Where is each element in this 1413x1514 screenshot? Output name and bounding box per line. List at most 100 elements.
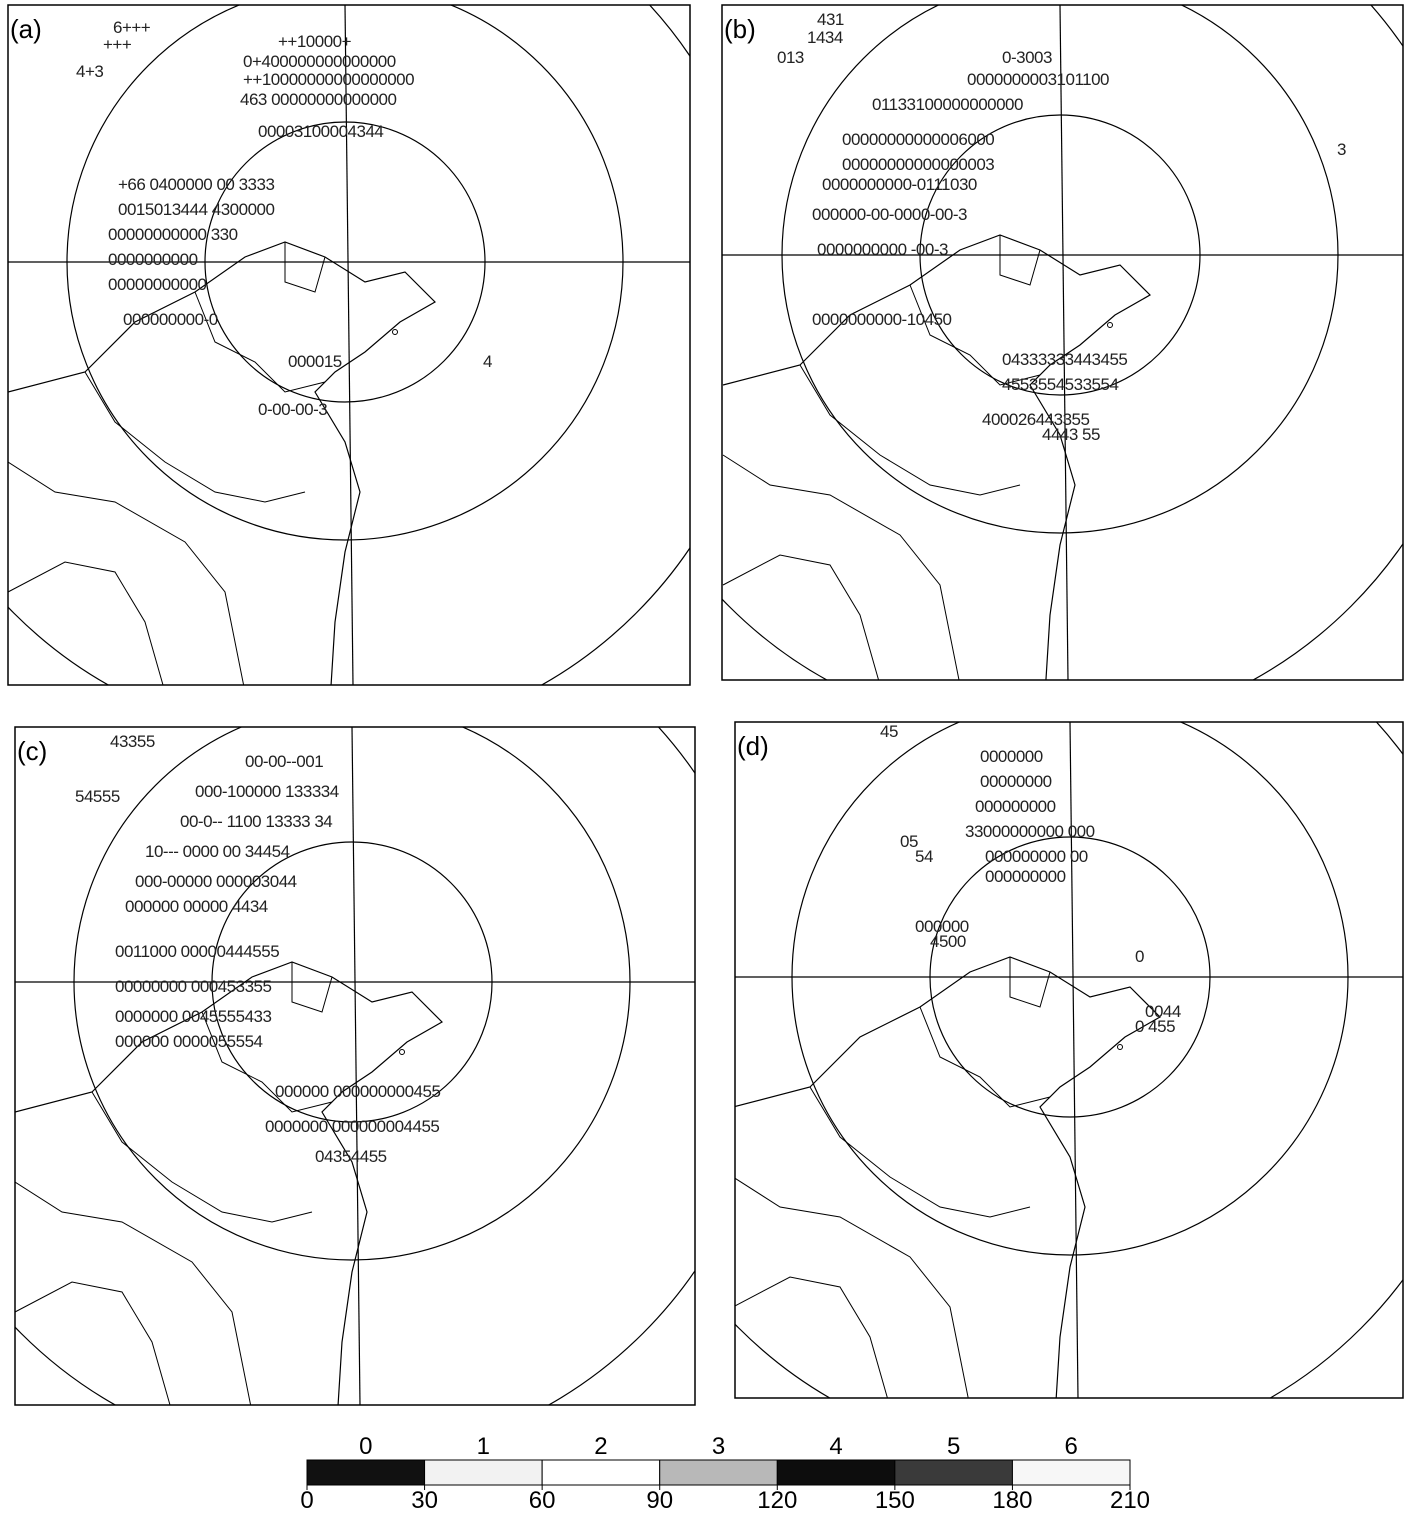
panel-frame (734, 721, 1404, 1399)
border (919, 1006, 1051, 1108)
border (15, 1281, 171, 1405)
border (799, 364, 1021, 496)
panel-label: (c) (17, 736, 47, 766)
radar-symbols: +++ (103, 35, 132, 54)
radar-symbols: 0000000003101100 (967, 70, 1109, 89)
colorbar-tick-label: 30 (411, 1487, 438, 1514)
coastline (15, 961, 443, 1405)
colorbar-band (659, 1459, 778, 1486)
border (735, 1177, 969, 1398)
colorbar-tick-label: 210 (1110, 1487, 1150, 1514)
radar-symbols: ++10000000000000000 (243, 70, 414, 89)
radar-symbols: 4443 55 (1042, 425, 1100, 444)
colorbar-class-label: 0 (359, 1433, 372, 1460)
radar-symbols: 0011000 00000444555 (115, 942, 279, 961)
colorbar-tick-label: 120 (757, 1487, 797, 1514)
colorbar-tick-label: 60 (529, 1487, 556, 1514)
colorbar-tick-label: 90 (646, 1487, 673, 1514)
border (15, 1181, 252, 1405)
border (8, 461, 245, 685)
radar-symbols: 0000000000-0111030 (822, 175, 977, 194)
crosshair (351, 727, 361, 1405)
range-ring (735, 722, 1403, 1398)
border (1009, 957, 1051, 1008)
radar-symbols: 4500 (930, 932, 966, 951)
radar-symbols: 000000000 00 (985, 847, 1088, 866)
radar-symbols: 0 455 (1135, 1017, 1175, 1036)
radar-symbols: 33000000000 000 (965, 822, 1095, 841)
island (1117, 1044, 1123, 1050)
border (809, 1086, 1031, 1218)
border (722, 554, 880, 680)
colorbar-band (306, 1459, 426, 1486)
radar-symbols: 43355 (110, 732, 155, 751)
panel-frame (14, 726, 696, 1406)
radar-symbols: 0015013444 4300000 (118, 200, 274, 219)
colorbar-band (1011, 1459, 1131, 1486)
crosshair (344, 5, 354, 685)
radar-symbols: 000000000-0 (123, 310, 218, 329)
radar-symbols: 00000000000006000 (842, 130, 994, 149)
colorbar-tick-label: 0 (300, 1487, 313, 1514)
radar-symbols: 00000000 000453355 (115, 977, 271, 996)
coastline (8, 241, 436, 685)
radar-symbols: 45 (880, 722, 898, 741)
border (201, 1011, 333, 1113)
panel-label: (b) (724, 14, 756, 44)
panel-label: (a) (10, 14, 42, 44)
radar-symbols: 00000000000 330 (108, 225, 238, 244)
radar-symbols: 0000000000-10450 (812, 310, 952, 329)
map-panel: 43355 54555 00-00--001 000-100000 133334 00-… (15, 727, 695, 1405)
radar-symbols: 4 (483, 352, 492, 371)
border (284, 242, 326, 293)
border (999, 235, 1041, 286)
radar-symbols: 0000000000 (108, 250, 198, 269)
radar-symbols: 4+3 (76, 62, 103, 81)
range-ring (929, 836, 1211, 1118)
radar-symbols: 000000 (915, 917, 969, 936)
border (722, 454, 960, 680)
radar-symbols: 000-00000 000003044 (135, 872, 297, 891)
radar-symbols: ++10000+ (278, 32, 352, 51)
radar-symbols: 0044 (1145, 1002, 1181, 1021)
radar-symbols: 000000 000000000455 (275, 1082, 440, 1101)
border (735, 1276, 888, 1398)
colorbar-tick-label: 150 (875, 1487, 915, 1514)
panel-frame (7, 4, 691, 686)
crosshair (1069, 722, 1079, 1398)
radar-symbols: 0-00-00-3 (258, 400, 327, 419)
radar-symbols: 0000000 000000004455 (265, 1117, 439, 1136)
colorbar-class-label: 6 (1065, 1433, 1078, 1460)
radar-symbols: 54555 (75, 787, 120, 806)
radar-symbols: 6+++ (113, 18, 151, 37)
radar-symbols: 000-100000 133334 (195, 782, 339, 801)
radar-symbols: 000000 00000 4434 (125, 897, 268, 916)
radar-symbols: 400026443355 (982, 410, 1090, 429)
radar-symbols: 1434 (807, 28, 843, 47)
border (91, 1091, 313, 1223)
radar-symbols: 00000000000000003 (842, 155, 994, 174)
radar-symbols: 00-00--001 (245, 752, 323, 771)
colorbar-band (776, 1459, 896, 1486)
range-ring (66, 5, 624, 541)
colorbar-class-label: 2 (594, 1433, 607, 1460)
island (392, 329, 398, 335)
radar-symbols: 04354455 (315, 1147, 387, 1166)
radar-symbols: 10--- 0000 00 34454 (145, 842, 290, 861)
range-ring (204, 121, 486, 403)
panel-frame (721, 4, 1404, 681)
border (909, 284, 1041, 386)
range-ring (919, 114, 1201, 396)
colorbar-class-label: 4 (829, 1433, 842, 1460)
border (84, 371, 306, 503)
radar-symbols: 54 (915, 847, 933, 866)
radar-symbols: 000000000 (975, 797, 1056, 816)
radar-symbols: 000000-00-0000-00-3 (812, 205, 967, 224)
coastline (735, 956, 1161, 1398)
radar-symbols: 0-3003 (1002, 48, 1052, 67)
radar-symbols: 463 00000000000000 (240, 90, 396, 109)
colorbar-band (424, 1459, 543, 1486)
